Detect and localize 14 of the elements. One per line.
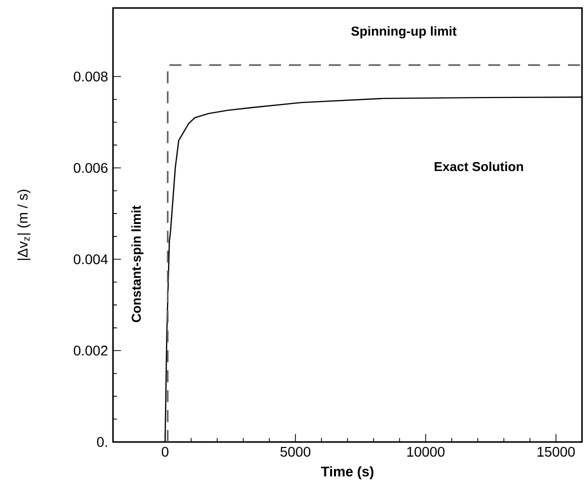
y-tick-label: 0.008 (74, 72, 108, 82)
y-axis-title: |Δv$_{z}$| (m / s) (17, 190, 30, 260)
annotation: Spinning-up limit (351, 26, 457, 38)
x-tick-label: 15000 (538, 446, 575, 457)
x-tick-label: 10000 (407, 446, 445, 457)
y-tick-label: 0.006 (74, 162, 108, 173)
y-tick-label: 0.004 (74, 254, 108, 264)
y-tick-label: 0.002 (74, 346, 108, 356)
x-axis-title: Time (s) (321, 466, 374, 480)
y-tick-label: 0. (97, 437, 107, 447)
annotation: Exact Solution (434, 162, 523, 172)
x-tick-label: 0 (162, 446, 168, 457)
annotation: Constant-spin limit (131, 206, 144, 322)
x-tick-label: 5000 (280, 446, 310, 457)
